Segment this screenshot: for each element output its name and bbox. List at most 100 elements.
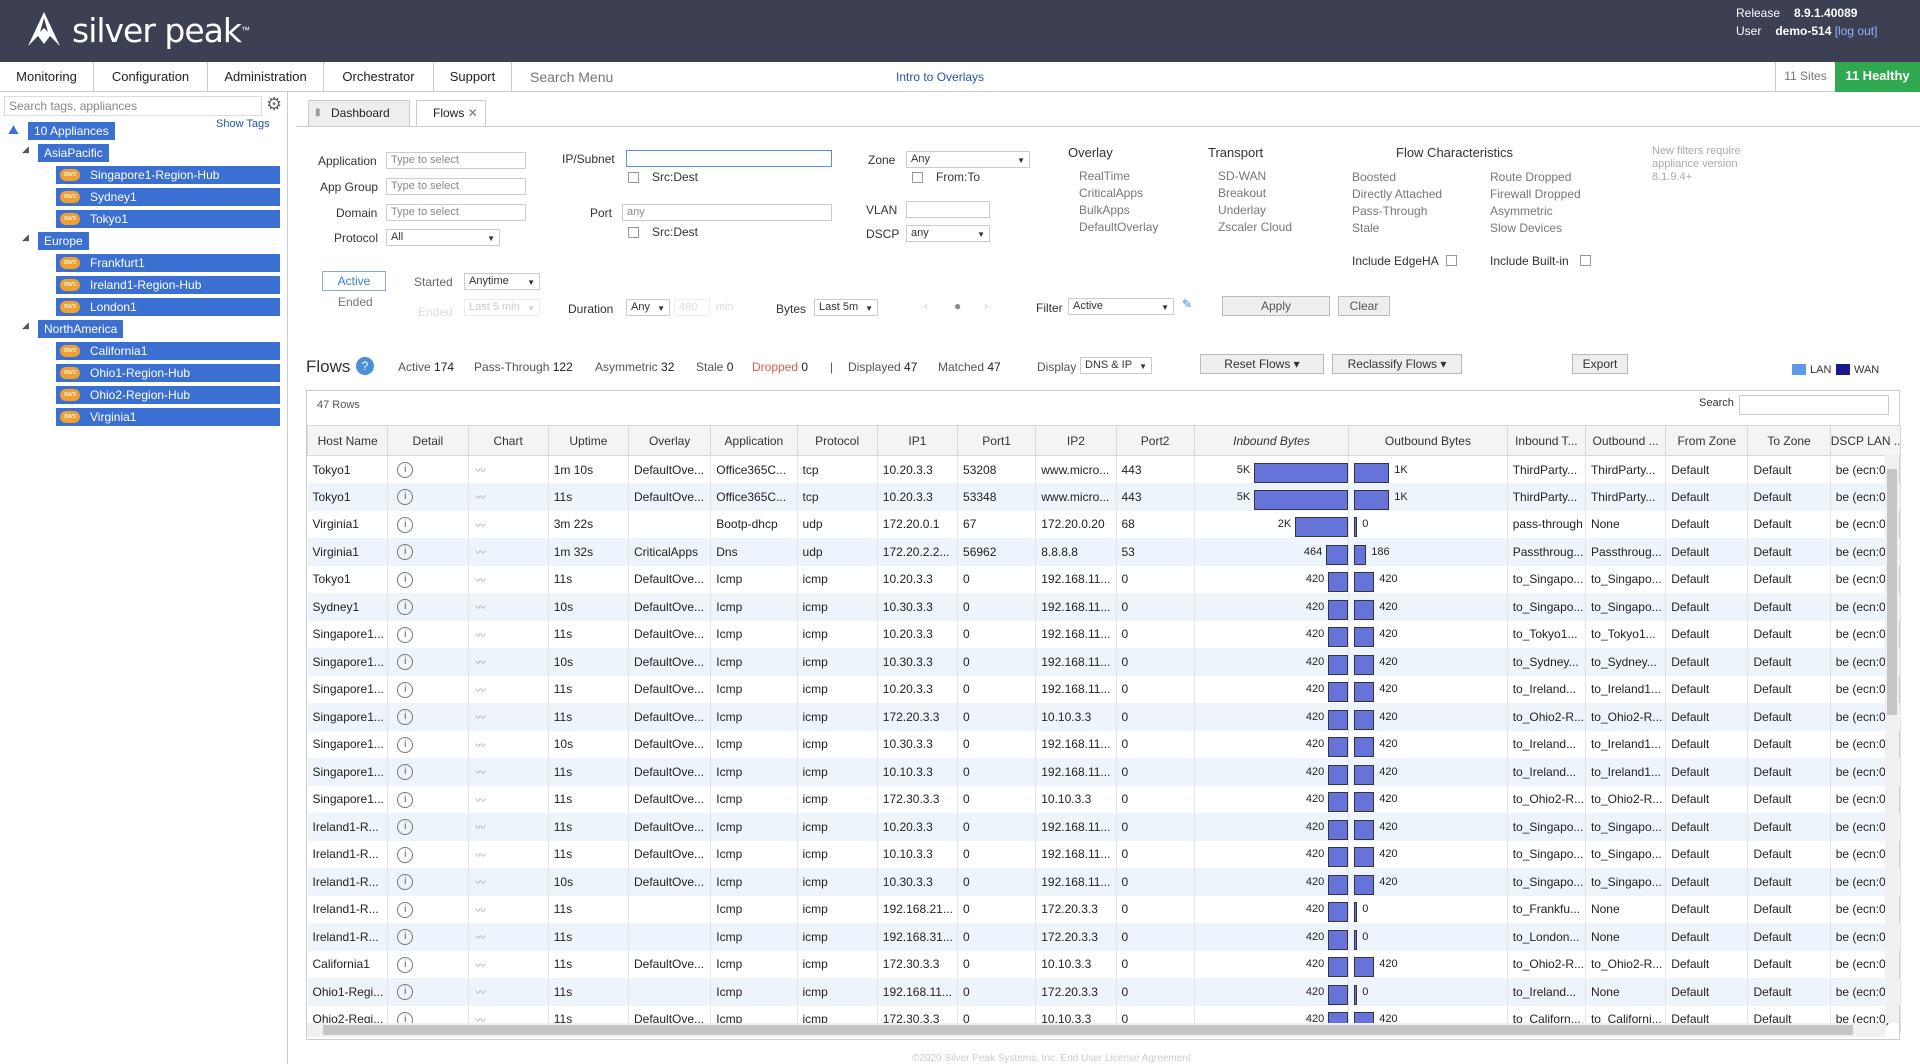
table-row[interactable]: Ireland1-R... i 〰 11s DefaultOve... Icmp icmp 1… xyxy=(307,840,1902,868)
table-row[interactable]: Singapore1... i 〰 11s DefaultOve... Icmp icmp 1… xyxy=(307,785,1902,813)
started-select[interactable]: Anytime xyxy=(464,273,540,290)
column-header[interactable]: Detail xyxy=(387,425,469,456)
info-icon[interactable]: i xyxy=(397,571,414,588)
info-icon[interactable]: i xyxy=(397,654,414,671)
include-builtin-checkbox[interactable] xyxy=(1580,255,1591,266)
group-europe[interactable]: Europe xyxy=(38,232,89,250)
healthy-badge[interactable]: 11 Healthy xyxy=(1835,62,1920,92)
port-input[interactable]: any xyxy=(622,204,832,221)
sparkline-icon[interactable]: 〰 xyxy=(475,768,486,780)
sparkline-icon[interactable]: 〰 xyxy=(475,630,486,642)
tab-flows[interactable]: Flows ✕ xyxy=(416,100,486,126)
table-row[interactable]: Tokyo1 i 〰 11s DefaultOve... Office365C... tcp… xyxy=(307,483,1902,511)
transport-breakout[interactable]: Breakout xyxy=(1218,186,1267,200)
sparkline-icon[interactable]: 〰 xyxy=(475,548,486,560)
table-row[interactable]: Singapore1... i 〰 10s DefaultOve... Icmp icmp 1… xyxy=(307,648,1902,676)
column-header[interactable]: IP2 xyxy=(1035,425,1117,456)
appliance-london1[interactable]: aws London1 xyxy=(56,298,280,316)
info-icon[interactable]: i xyxy=(397,901,414,918)
next-icon[interactable]: › xyxy=(984,299,988,313)
table-row[interactable]: Tokyo1 i 〰 11s DefaultOve... Icmp icmp 10.20.3.… xyxy=(307,565,1902,593)
table-row[interactable]: Ireland1-R... i 〰 11s Icmp icmp 192.168.31... 0… xyxy=(307,923,1902,951)
info-icon[interactable]: i xyxy=(397,681,414,698)
table-row[interactable]: Singapore1... i 〰 11s DefaultOve... Icmp icmp 1… xyxy=(307,675,1902,703)
sparkline-icon[interactable]: 〰 xyxy=(475,960,486,972)
silverpeak-logo[interactable]: silver peak ™ xyxy=(22,10,250,50)
sparkline-icon[interactable]: 〰 xyxy=(475,878,486,890)
scroll-thumb[interactable] xyxy=(1887,469,1897,715)
column-header[interactable]: Chart xyxy=(467,425,549,456)
column-header[interactable]: Application xyxy=(710,425,798,456)
table-row[interactable]: Tokyo1 i 〰 1m 10s DefaultOve... Office365C...… xyxy=(307,455,1902,483)
column-header[interactable]: Inbound Bytes xyxy=(1193,425,1350,456)
appliance-ohio2[interactable]: aws Ohio2-Region-Hub xyxy=(56,386,280,404)
transport-zscaler[interactable]: Zscaler Cloud xyxy=(1218,220,1293,234)
scroll-thumb[interactable] xyxy=(323,1025,1853,1035)
info-icon[interactable]: i xyxy=(397,791,414,808)
info-icon[interactable]: i xyxy=(397,929,414,946)
show-tags-link[interactable]: Show Tags xyxy=(216,118,270,130)
sparkline-icon[interactable]: 〰 xyxy=(475,823,486,835)
info-icon[interactable]: i xyxy=(397,956,414,973)
search-menu-input[interactable] xyxy=(512,64,838,90)
protocol-select[interactable]: All xyxy=(386,229,500,246)
tag-search-input[interactable]: Search tags, appliances xyxy=(4,96,262,116)
overlay-bulkapps[interactable]: BulkApps xyxy=(1079,203,1130,217)
info-icon[interactable]: i xyxy=(397,764,414,781)
sparkline-icon[interactable]: 〰 xyxy=(475,520,486,532)
group-asiapacific[interactable]: AsiaPacific xyxy=(38,144,109,162)
info-icon[interactable]: i xyxy=(397,516,414,533)
overlay-realtime[interactable]: RealTime xyxy=(1079,169,1130,183)
table-row[interactable]: Sydney1 i 〰 10s DefaultOve... Icmp icmp 10.30.3… xyxy=(307,593,1902,621)
sparkline-icon[interactable]: 〰 xyxy=(475,795,486,807)
info-icon[interactable]: i xyxy=(397,599,414,616)
appliance-virginia1[interactable]: aws Virginia1 xyxy=(56,408,280,426)
info-icon[interactable]: i xyxy=(397,984,414,1001)
appliance-california1[interactable]: aws California1 xyxy=(56,342,280,360)
duration-select[interactable]: Any xyxy=(626,299,670,316)
sparkline-icon[interactable]: 〰 xyxy=(475,603,486,615)
ended-toggle[interactable]: Ended xyxy=(338,295,373,309)
table-row[interactable]: Ireland1-R... i 〰 10s DefaultOve... Icmp icmp 1… xyxy=(307,868,1902,896)
sparkline-icon[interactable]: 〰 xyxy=(475,850,486,862)
collapse-icon[interactable]: ◢ xyxy=(22,320,29,330)
menu-monitoring[interactable]: Monitoring xyxy=(0,62,94,92)
sparkline-icon[interactable]: 〰 xyxy=(475,466,486,477)
appliance-tokyo1[interactable]: aws Tokyo1 xyxy=(56,210,280,228)
reset-flows-button[interactable]: Reset Flows ▾ xyxy=(1200,354,1324,374)
sparkline-icon[interactable]: 〰 xyxy=(475,933,486,945)
table-search-input[interactable] xyxy=(1739,395,1889,415)
column-header[interactable]: Port1 xyxy=(957,425,1037,456)
column-header[interactable]: Port2 xyxy=(1115,425,1195,456)
sparkline-icon[interactable]: 〰 xyxy=(475,658,486,670)
column-header[interactable]: Inbound T... xyxy=(1506,425,1586,456)
table-row[interactable]: Virginia1 i 〰 1m 32s CriticalApps Dns udp 172.2… xyxy=(307,538,1902,566)
help-icon[interactable]: ? xyxy=(356,357,374,375)
domain-input[interactable]: Type to select xyxy=(386,204,526,221)
srcdest-checkbox[interactable] xyxy=(628,172,639,183)
column-header[interactable]: From Zone xyxy=(1665,425,1749,456)
edit-icon[interactable]: ✎ xyxy=(1182,297,1193,311)
fc-boosted[interactable]: Boosted xyxy=(1352,170,1397,184)
fc-route-dropped[interactable]: Route Dropped xyxy=(1490,170,1572,184)
apply-button[interactable]: Apply xyxy=(1222,296,1330,316)
active-toggle[interactable]: Active xyxy=(322,271,386,291)
display-select[interactable]: DNS & IP xyxy=(1080,357,1152,374)
sparkline-icon[interactable]: 〰 xyxy=(475,575,486,587)
menu-orchestrator[interactable]: Orchestrator xyxy=(324,62,434,92)
column-header[interactable]: Outbound Bytes xyxy=(1348,425,1508,456)
transport-sdwan[interactable]: SD-WAN xyxy=(1218,169,1267,183)
info-icon[interactable]: i xyxy=(397,626,414,643)
horizontal-scrollbar[interactable] xyxy=(307,1023,1885,1037)
overlay-criticalapps[interactable]: CriticalApps xyxy=(1079,186,1144,200)
table-row[interactable]: Singapore1... i 〰 11s DefaultOve... Icmp icmp 1… xyxy=(307,703,1902,731)
column-header[interactable]: Overlay xyxy=(627,425,712,456)
tree-root[interactable]: 10 Appliances xyxy=(28,122,115,140)
info-icon[interactable]: i xyxy=(397,846,414,863)
sparkline-icon[interactable]: 〰 xyxy=(475,988,486,1000)
sparkline-icon[interactable]: 〰 xyxy=(475,685,486,697)
fc-pass-through[interactable]: Pass-Through xyxy=(1352,204,1428,218)
table-row[interactable]: California1 i 〰 11s DefaultOve... Icmp icmp 172… xyxy=(307,950,1902,978)
fc-slow-devices[interactable]: Slow Devices xyxy=(1490,221,1563,235)
port-srcdest-checkbox[interactable] xyxy=(628,227,639,238)
